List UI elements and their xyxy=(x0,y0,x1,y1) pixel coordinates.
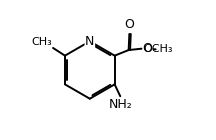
Text: N: N xyxy=(85,35,94,48)
Text: O: O xyxy=(124,18,134,32)
Text: OCH₃: OCH₃ xyxy=(143,44,173,54)
Text: O: O xyxy=(143,42,152,55)
Text: NH₂: NH₂ xyxy=(109,98,133,111)
Text: CH₃: CH₃ xyxy=(32,37,52,47)
